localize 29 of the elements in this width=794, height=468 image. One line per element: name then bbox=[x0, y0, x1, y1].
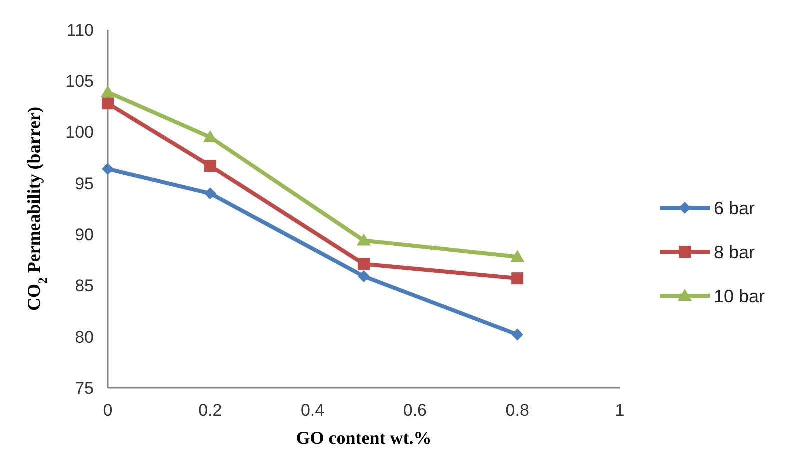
y-tick-label: 105 bbox=[66, 72, 94, 92]
x-tick-label: 0.6 bbox=[403, 401, 428, 420]
x-axis-title: GO content wt.% bbox=[296, 428, 432, 448]
x-tick-label: 1 bbox=[615, 401, 625, 420]
y-tick-label: 95 bbox=[75, 174, 94, 194]
x-tick-label: 0.4 bbox=[300, 401, 325, 420]
y-tick-label: 100 bbox=[66, 123, 94, 142]
x-tick-label: 0.8 bbox=[506, 401, 530, 420]
y-tick-label: 75 bbox=[75, 378, 94, 398]
point bbox=[204, 188, 216, 200]
point bbox=[512, 272, 524, 285]
legend-label: 6 bar bbox=[714, 198, 756, 218]
point bbox=[204, 160, 216, 172]
point bbox=[510, 250, 525, 262]
y-tick-label: 90 bbox=[75, 226, 94, 245]
point bbox=[512, 328, 524, 341]
y-tick-label: 85 bbox=[75, 276, 94, 296]
x-tick-label: 0.2 bbox=[198, 401, 222, 420]
x-tick-label: 0 bbox=[103, 401, 113, 420]
point bbox=[102, 98, 114, 110]
legend-label: 8 bar bbox=[714, 242, 756, 262]
legend-label: 10 bar bbox=[714, 286, 766, 306]
y-tick-label: 110 bbox=[66, 20, 94, 40]
y-tick-label: 80 bbox=[75, 328, 94, 347]
point bbox=[357, 234, 371, 246]
point bbox=[358, 270, 370, 283]
point bbox=[101, 85, 115, 98]
point bbox=[102, 163, 114, 176]
point bbox=[358, 258, 370, 270]
